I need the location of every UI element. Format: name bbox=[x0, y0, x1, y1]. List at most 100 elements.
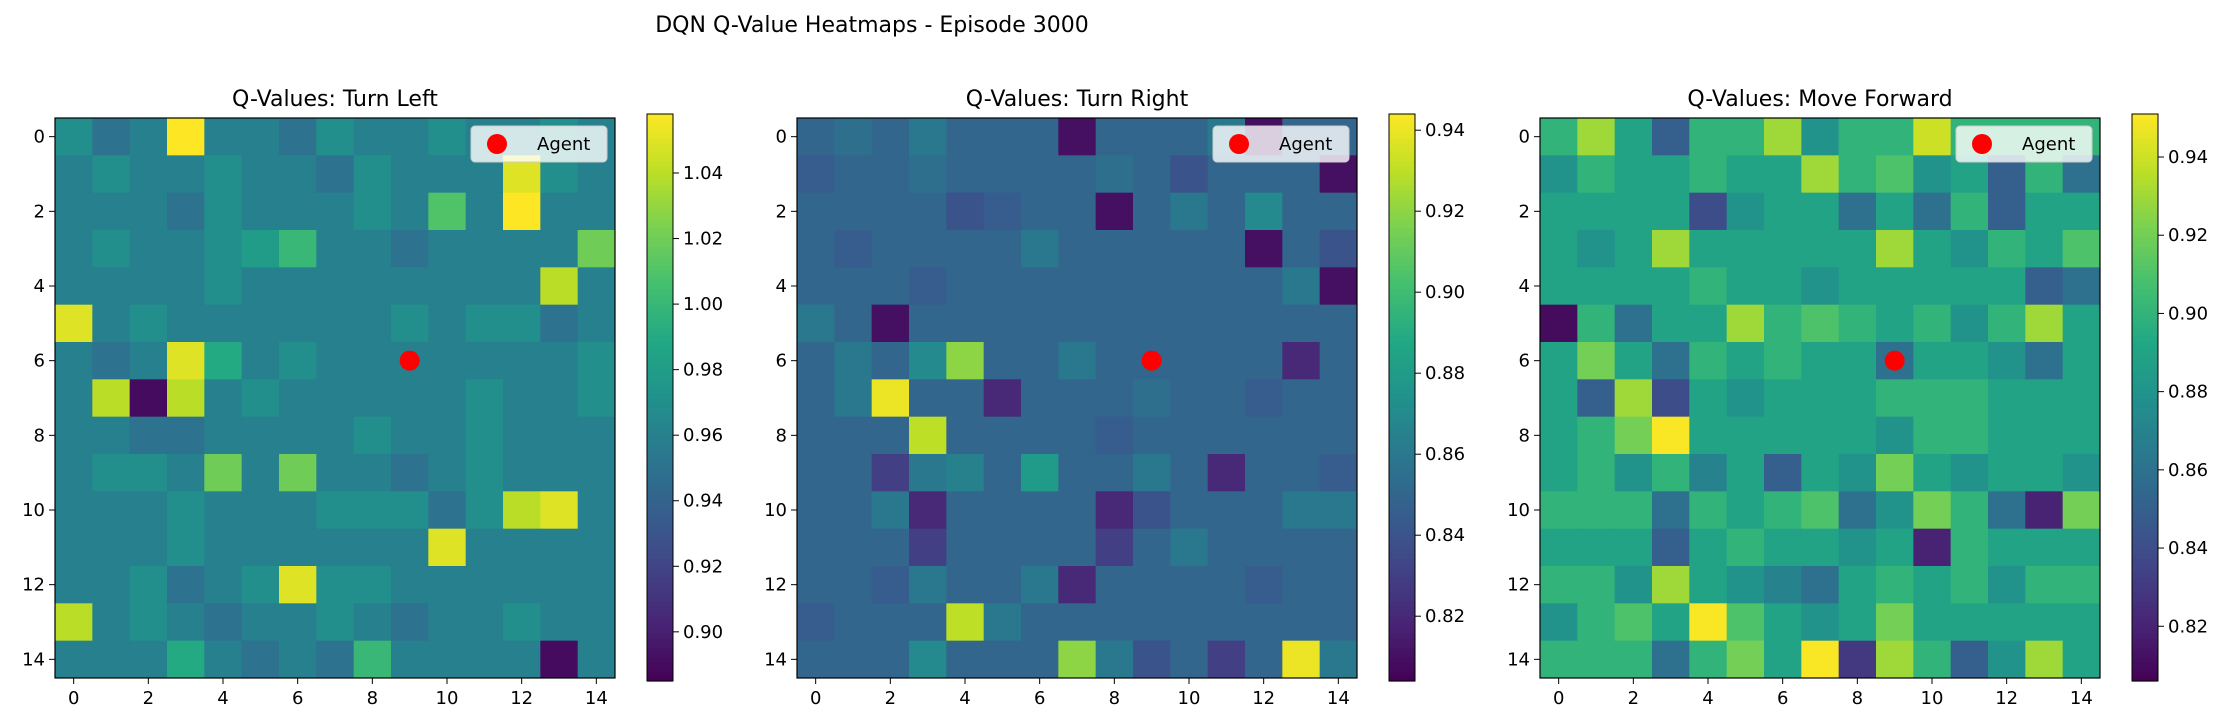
heatmap-cell bbox=[353, 416, 392, 455]
colorbar-segment bbox=[2132, 137, 2158, 143]
heatmap-cell bbox=[167, 304, 205, 343]
colorbar-segment bbox=[1389, 321, 1415, 328]
heatmap-cell bbox=[1282, 491, 1321, 530]
heatmap-cell bbox=[1095, 603, 1134, 642]
colorbar-segment bbox=[1389, 506, 1415, 512]
colorbar-segment bbox=[1389, 165, 1415, 172]
heatmap-cell bbox=[204, 528, 243, 567]
heatmap-cell bbox=[1058, 304, 1097, 343]
heatmap-cell bbox=[1021, 342, 1059, 380]
heatmap-cell bbox=[1764, 640, 1802, 679]
colorbar-segment bbox=[1389, 255, 1415, 262]
heatmap-cell bbox=[1133, 379, 1171, 418]
heatmap-cell bbox=[316, 603, 355, 642]
colorbar-segment bbox=[647, 614, 673, 621]
heatmap-cell bbox=[241, 640, 280, 679]
colorbar-segment bbox=[647, 236, 673, 243]
heatmap-cell bbox=[577, 379, 616, 418]
colorbar-segment bbox=[647, 359, 673, 366]
axes-frame bbox=[54, 117, 616, 679]
heatmap-cell bbox=[871, 230, 910, 268]
heatmap-cell bbox=[1540, 491, 1578, 530]
heatmap-cell bbox=[1913, 267, 1952, 306]
heatmap-cell bbox=[428, 454, 467, 492]
heatmap-cell bbox=[465, 342, 504, 380]
colorbar-segment bbox=[647, 662, 673, 668]
heatmap-cell bbox=[2062, 566, 2101, 604]
colorbar-segment bbox=[647, 397, 673, 403]
heatmap-cell bbox=[279, 267, 317, 306]
heatmap-cell bbox=[797, 454, 835, 492]
heatmap-cell bbox=[1689, 342, 1728, 380]
colorbar-segment bbox=[2132, 652, 2158, 658]
heatmap-cell bbox=[946, 640, 985, 679]
colorbar-tick-label: 0.86 bbox=[1425, 444, 1465, 465]
colorbar-segment bbox=[2132, 269, 2158, 276]
heatmap-cell bbox=[167, 230, 205, 268]
heatmap-cell bbox=[353, 640, 392, 679]
colorbar-segment bbox=[2132, 123, 2158, 129]
heatmap-cell bbox=[1207, 304, 1246, 343]
heatmap-cell bbox=[353, 304, 392, 343]
heatmap-cell bbox=[241, 230, 280, 268]
heatmap-cell bbox=[871, 118, 910, 156]
legend: Agent bbox=[470, 125, 608, 163]
heatmap-cell bbox=[540, 416, 579, 455]
colorbar-segment bbox=[647, 638, 673, 644]
colorbar-segment bbox=[1389, 369, 1415, 375]
heatmap-cell bbox=[129, 342, 168, 380]
colorbar-segment bbox=[2132, 477, 2158, 484]
heatmap-cell bbox=[241, 566, 280, 604]
heatmap-cell bbox=[1540, 192, 1578, 231]
colorbar-segment bbox=[647, 416, 673, 422]
heatmap-cell bbox=[834, 155, 873, 194]
heatmap-cell bbox=[55, 230, 93, 268]
colorbar-segment bbox=[1389, 288, 1415, 295]
colorbar-tick-label: 0.92 bbox=[1425, 201, 1465, 222]
heatmap-cell bbox=[946, 379, 985, 418]
legend-box bbox=[470, 125, 608, 163]
heatmap-cell bbox=[1726, 118, 1765, 156]
x-tick-label: 10 bbox=[436, 688, 459, 709]
heatmap-cell bbox=[871, 566, 910, 604]
heatmap-cell bbox=[1764, 230, 1802, 268]
colorbar-segment bbox=[1389, 633, 1415, 640]
colorbar-segment bbox=[647, 624, 673, 630]
heatmap-cell bbox=[1021, 230, 1059, 268]
colorbar-segment bbox=[2132, 194, 2158, 200]
heatmap-cell bbox=[1540, 304, 1578, 343]
colorbar-segment bbox=[2132, 217, 2158, 224]
colorbar-segment bbox=[1389, 265, 1415, 271]
heatmap-cell bbox=[1170, 640, 1209, 679]
heatmap-cell bbox=[1577, 118, 1616, 156]
colorbar-segment bbox=[647, 487, 673, 493]
heatmap-cell bbox=[983, 491, 1022, 530]
heatmap-cell bbox=[983, 528, 1022, 567]
colorbar-segment bbox=[2132, 326, 2158, 332]
x-tick-label: 6 bbox=[292, 688, 303, 709]
x-tick-label: 14 bbox=[2070, 688, 2093, 709]
heatmap-cell bbox=[92, 416, 131, 455]
heatmap-cell bbox=[1950, 416, 1989, 455]
colorbar-segment bbox=[1389, 458, 1415, 465]
colorbar-segment bbox=[2132, 492, 2158, 498]
heatmap-cell bbox=[2062, 342, 2101, 380]
colorbar-segment bbox=[1389, 293, 1415, 299]
colorbar-segment bbox=[647, 269, 673, 276]
figure-suptitle: DQN Q-Value Heatmaps - Episode 3000 bbox=[655, 13, 1089, 38]
colorbar-segment bbox=[1389, 203, 1415, 210]
heatmap-cell bbox=[946, 416, 985, 455]
x-tick-label: 12 bbox=[1995, 688, 2018, 709]
heatmap-cell bbox=[540, 192, 579, 231]
legend-agent-marker bbox=[487, 134, 507, 154]
colorbar-segment bbox=[1389, 132, 1415, 139]
colorbar-segment bbox=[647, 279, 673, 285]
colorbar-segment bbox=[1389, 421, 1415, 427]
colorbar-tick-label: 0.90 bbox=[2168, 303, 2208, 324]
heatmap-cell bbox=[1764, 192, 1802, 231]
heatmap-cell bbox=[241, 304, 280, 343]
colorbar-segment bbox=[1389, 260, 1415, 266]
heatmap-cell bbox=[1652, 304, 1690, 343]
colorbar-segment bbox=[647, 312, 673, 318]
colorbar-tick-label: 0.94 bbox=[683, 491, 723, 512]
